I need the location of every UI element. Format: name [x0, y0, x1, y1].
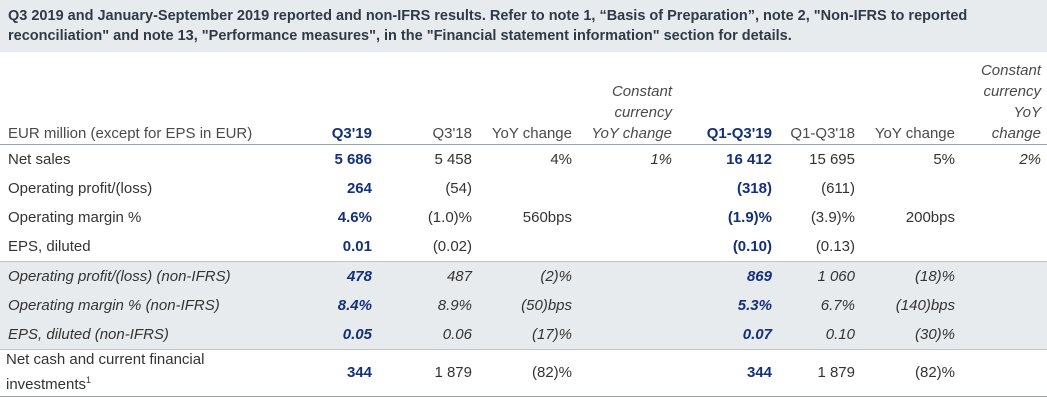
cell-yoy	[478, 232, 578, 262]
table-row: Operating profit/(loss) (non-IFRS) 478 4…	[0, 260, 1047, 291]
cell-yoy-ytd: (30)%	[861, 319, 961, 349]
row-label-text: Net cash and current financial investmen…	[6, 351, 205, 393]
cell-ytd-19: (0.10)	[732, 237, 772, 255]
cell-yoy-ytd: 200bps	[905, 208, 955, 226]
cell-cc	[578, 319, 678, 349]
cell-ytd-19: (1.9)%	[727, 208, 772, 226]
cell-q3-19: 8.4%	[278, 290, 378, 320]
row-label: Operating margin % (non-IFRS)	[0, 290, 278, 320]
cell-yoy-ytd: (140)bps	[861, 290, 961, 320]
cell-q3-19: 0.01	[342, 237, 372, 255]
table-row: EPS, diluted (non-IFRS) 0.05 0.06 (17)% …	[0, 319, 1047, 349]
cell-q3-19: 344	[278, 348, 378, 397]
cell-cc-ytd	[961, 203, 1047, 232]
cell-ytd-18: 0.10	[778, 319, 861, 349]
cell-cc	[578, 290, 678, 320]
cell-cc-ytd	[961, 232, 1047, 262]
cell-q3-18: 0.06	[378, 319, 478, 349]
cell-ytd-19: 344	[678, 348, 778, 397]
header-yoy: YoY change	[478, 52, 578, 145]
cell-q3-18: 5 458	[434, 150, 472, 168]
row-label: Net cash and current financial investmen…	[0, 348, 278, 397]
row-label: Net sales	[8, 150, 71, 168]
cell-q3-18: 1 879	[378, 348, 478, 397]
table-row: Net sales 5 686 5 458 4% 1% 16 412 15 69…	[0, 144, 1047, 174]
cell-ytd-19: (318)	[736, 179, 772, 197]
table-row: Operating profit/(loss) 264 (54) (318) (…	[0, 174, 1047, 203]
cell-cc-ytd: 2%	[1019, 150, 1041, 168]
cell-yoy-ytd: (18)%	[861, 260, 961, 291]
cell-q3-18: (0.02)	[432, 237, 472, 255]
header-q1-q3-18: Q1-Q3'18	[778, 52, 861, 145]
cell-yoy: (82)%	[478, 348, 578, 397]
cell-ytd-19: 16 412	[726, 150, 772, 168]
cell-q3-18: (54)	[445, 179, 472, 197]
cell-yoy: (2)%	[478, 260, 578, 291]
cell-q3-19: 0.05	[278, 319, 378, 349]
table-row: EPS, diluted 0.01 (0.02) (0.10) (0.13)	[0, 232, 1047, 262]
cell-q3-19: 4.6%	[337, 208, 372, 226]
cell-ytd-19: 5.3%	[678, 290, 778, 320]
header-constant-currency: Constant currency YoY change	[578, 52, 678, 145]
cell-ytd-18: 6.7%	[778, 290, 861, 320]
footnote-marker: 1	[86, 375, 92, 385]
cell-yoy: (17)%	[478, 319, 578, 349]
cell-ytd-18: 15 695	[809, 150, 855, 168]
cell-ytd-19: 0.07	[678, 319, 778, 349]
header-constant-currency-ytd: Constant currency YoY change	[961, 52, 1047, 145]
cell-ytd-18: 1 060	[778, 260, 861, 291]
cell-ytd-19: 869	[678, 260, 778, 291]
table-title: Q3 2019 and January-September 2019 repor…	[0, 0, 1047, 52]
row-label: Operating profit/(loss)	[8, 179, 153, 197]
cell-cc-ytd	[961, 290, 1047, 320]
row-label: Operating profit/(loss) (non-IFRS)	[0, 260, 278, 291]
cell-q3-18: (1.0)%	[427, 208, 472, 226]
cell-cc: 1%	[650, 150, 672, 168]
header-label: EUR million (except for EPS in EUR)	[0, 52, 278, 145]
cell-yoy	[478, 174, 578, 203]
cell-ytd-18: (3.9)%	[810, 208, 855, 226]
header-q3-18: Q3'18	[378, 52, 478, 145]
cell-yoy-ytd: 5%	[933, 150, 955, 168]
header-q1-q3-19: Q1-Q3'19	[678, 52, 778, 145]
cell-cc	[578, 348, 678, 397]
cell-cc-ytd	[961, 348, 1047, 397]
cell-cc-ytd	[961, 174, 1047, 203]
table-row: Net cash and current financial investmen…	[0, 348, 1047, 397]
row-label: Operating margin %	[8, 208, 142, 226]
cell-yoy-ytd	[861, 232, 961, 262]
cell-yoy-ytd: (82)%	[861, 348, 961, 397]
cell-yoy: (50)bps	[478, 290, 578, 320]
cell-cc	[578, 203, 678, 232]
cell-q3-18: 8.9%	[378, 290, 478, 320]
row-label: EPS, diluted (non-IFRS)	[0, 319, 278, 349]
table-row: Operating margin % 4.6% (1.0)% 560bps (1…	[0, 203, 1047, 232]
cell-cc-ytd	[961, 260, 1047, 291]
header-row: EUR million (except for EPS in EUR) Q3'1…	[0, 52, 1047, 145]
table-row: Operating margin % (non-IFRS) 8.4% 8.9% …	[0, 290, 1047, 320]
results-table: EUR million (except for EPS in EUR) Q3'1…	[0, 52, 1047, 397]
header-q3-19: Q3'19	[278, 52, 378, 145]
cell-q3-19: 478	[278, 260, 378, 291]
cell-ytd-18: (611)	[821, 179, 855, 197]
cell-yoy: 560bps	[522, 208, 572, 226]
cell-yoy-ytd	[861, 174, 961, 203]
cell-q3-19: 264	[346, 179, 372, 197]
header-yoy-ytd: YoY change	[861, 52, 961, 145]
cell-ytd-18: (0.13)	[815, 237, 855, 255]
cell-ytd-18: 1 879	[778, 348, 861, 397]
cell-yoy: 4%	[550, 150, 572, 168]
cell-cc	[578, 232, 678, 262]
cell-cc	[578, 260, 678, 291]
cell-cc	[578, 174, 678, 203]
cell-cc-ytd	[961, 319, 1047, 349]
cell-q3-18: 487	[378, 260, 478, 291]
cell-q3-19: 5 686	[334, 150, 372, 168]
row-label: EPS, diluted	[8, 237, 91, 255]
